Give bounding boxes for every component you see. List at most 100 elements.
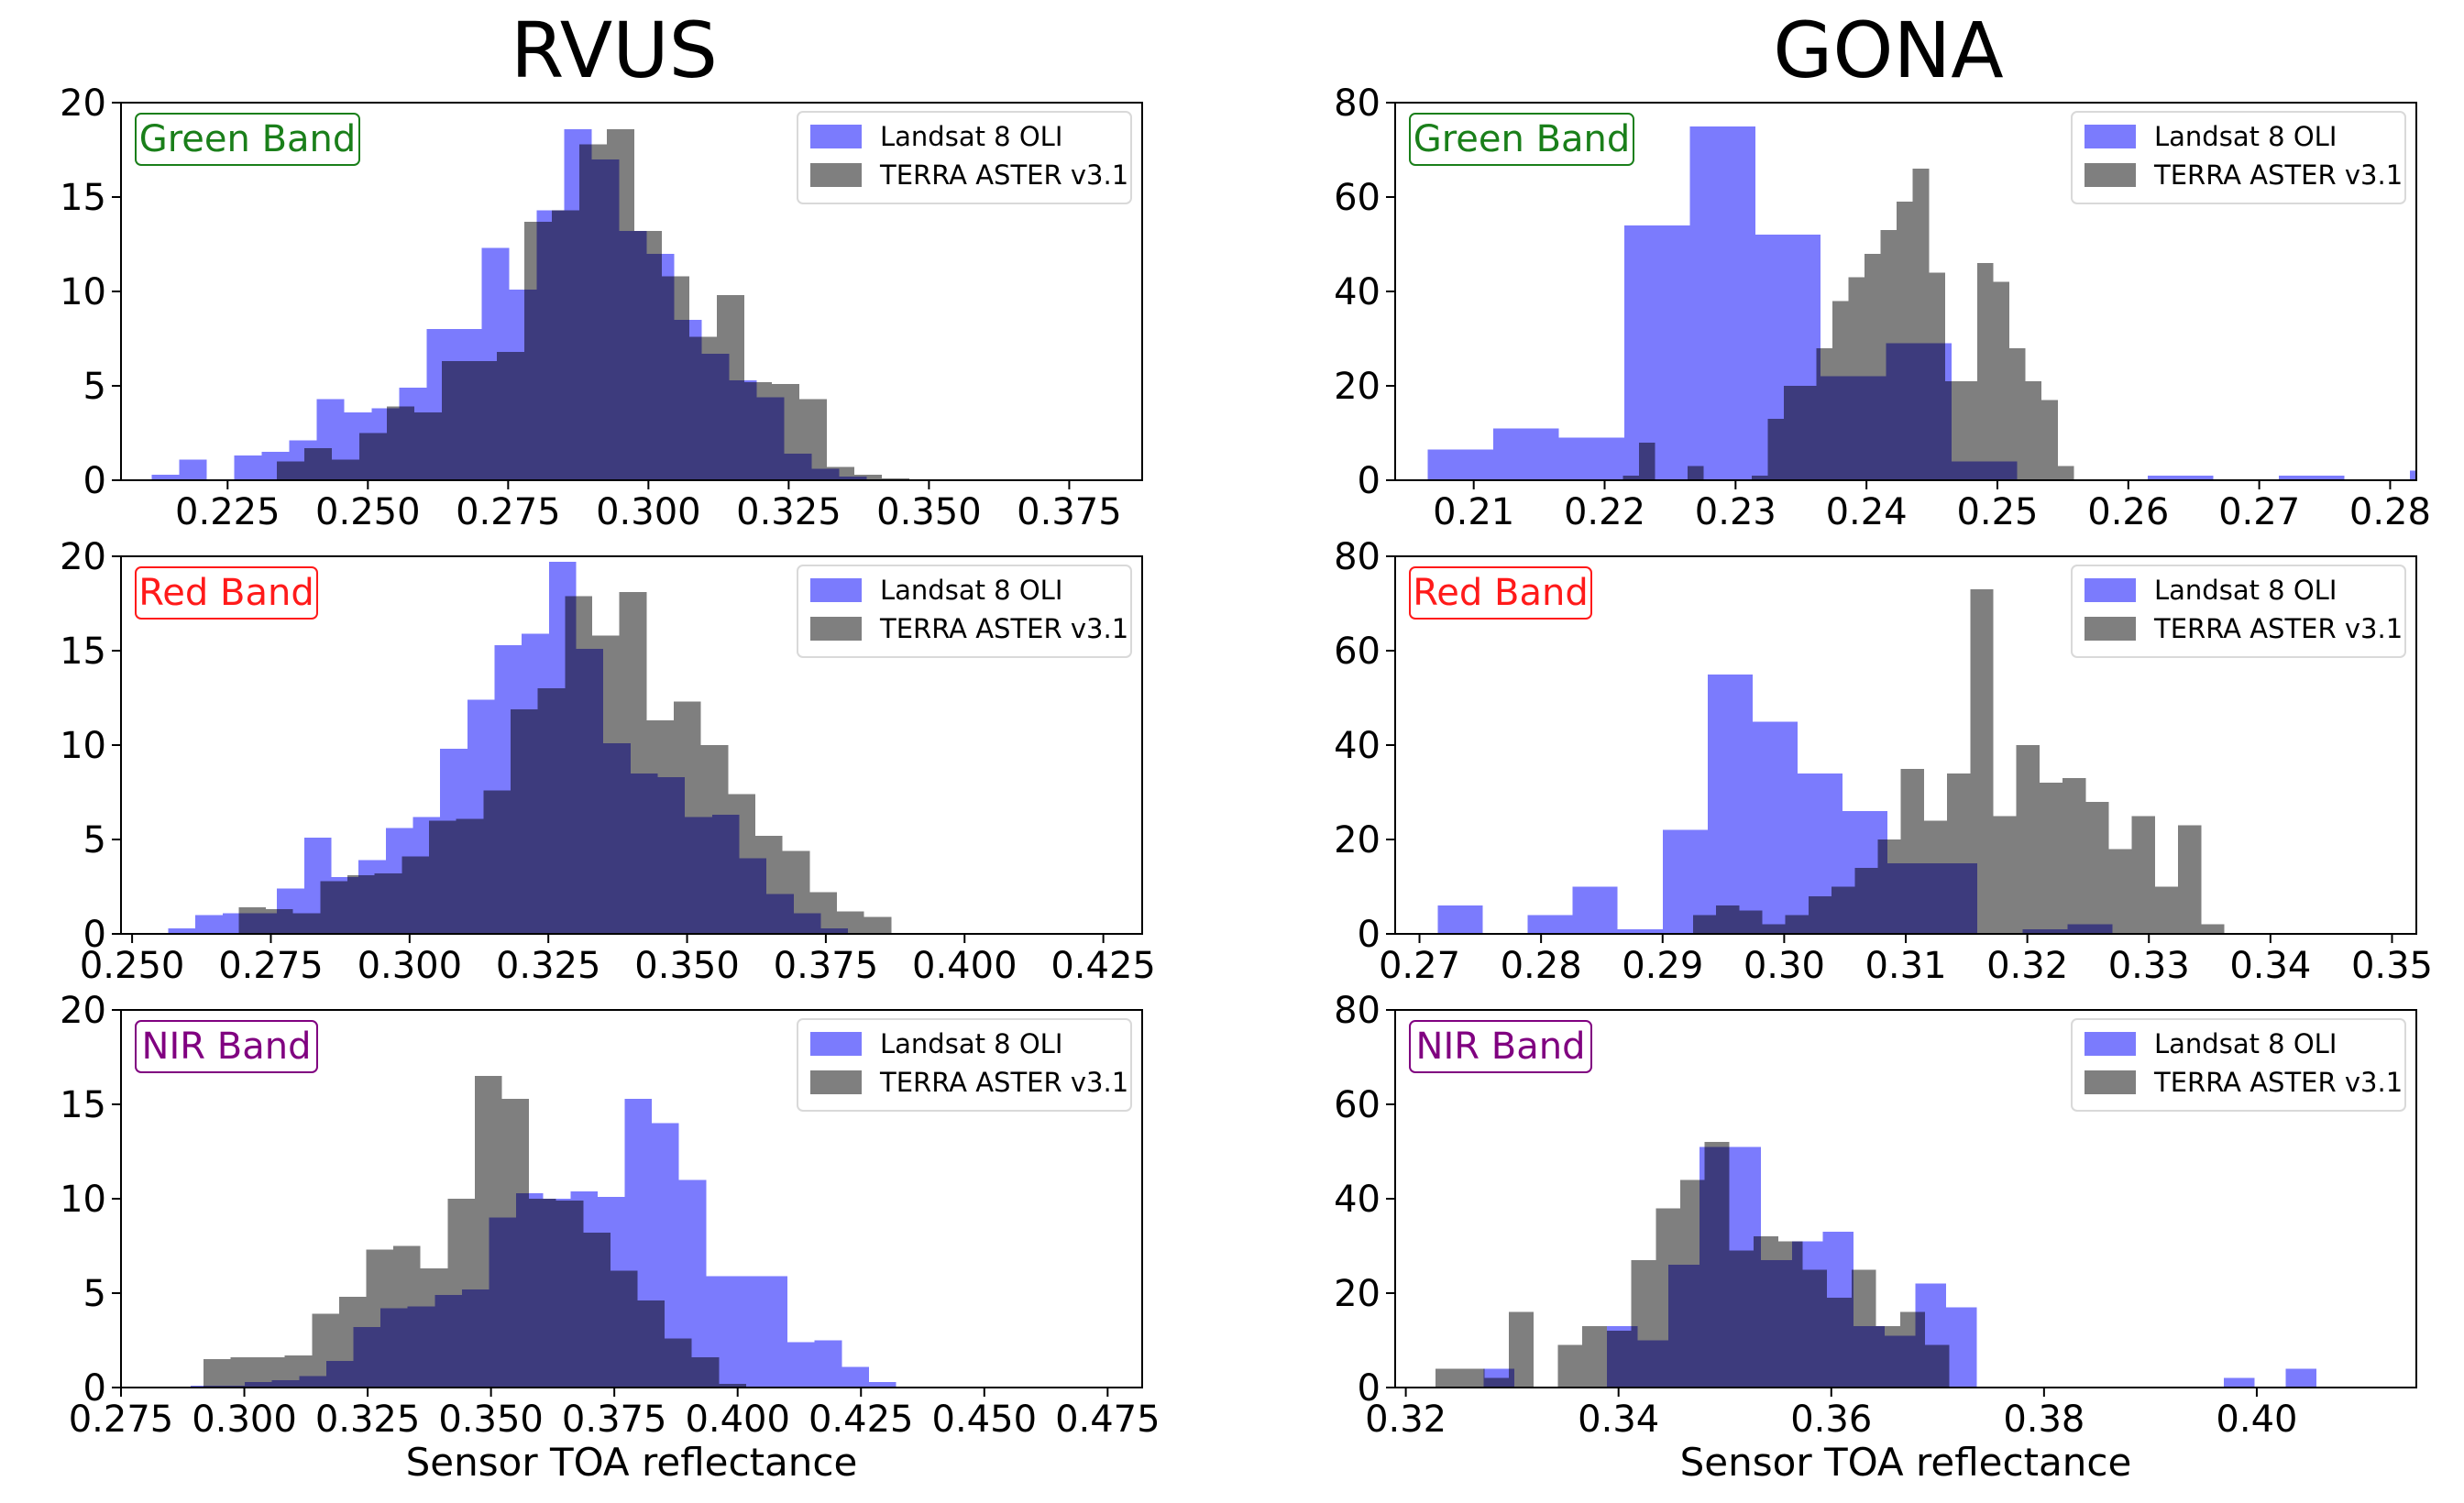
- chart-rvus-nir-band-overlap-bar: [353, 1327, 367, 1388]
- chart-rvus-nir-band: 0 5 10 15 20 0.275 0.300 0.325 0.350 0.375 0.400 0.…: [60, 990, 1160, 1485]
- chart-gona-red-band-overlap-bar: [1692, 915, 1708, 934]
- chart-rvus-red-band-overlap-bar: [809, 913, 821, 934]
- chart-rvus-nir-band-legend: [797, 1018, 1132, 1112]
- chart-rvus-nir-band-overlap-bar: [258, 1381, 272, 1388]
- chart-gona-red-band-overlap-bar: [2085, 924, 2109, 934]
- chart-gona-nir-band-aster-bar: [1582, 1326, 1607, 1388]
- chart-gona-green-band-bars: [1427, 126, 2416, 480]
- chart-gona-green-band-ytick-label: 40: [1334, 271, 1380, 313]
- chart-rvus-red-band-xtick-label: 0.400: [912, 945, 1018, 987]
- chart-rvus-red-band-overlap-bar: [657, 777, 675, 934]
- chart-rvus-red-band-overlap-bar: [755, 858, 767, 934]
- chart-rvus-green-band-overlap-bar: [579, 144, 592, 480]
- chart-rvus-red-band-overlap-bar: [374, 873, 386, 934]
- chart-rvus-green-band-xtick-label: 0.225: [175, 491, 280, 533]
- chart-rvus-red-band-overlap-bar: [837, 927, 849, 934]
- chart-gona-nir-band-overlap-bar: [1854, 1326, 1876, 1388]
- chart-gona-green-band-aster-bar: [1961, 380, 1977, 480]
- chart-rvus-nir-band-ytick-label: 10: [60, 1179, 106, 1221]
- chart-gona-nir-band-landsat-bar: [1946, 1307, 1977, 1388]
- chart-gona-green-band-overlap-bar: [1799, 386, 1817, 480]
- chart-gona-green-band-ytick-label: 0: [1358, 460, 1380, 502]
- chart-rvus-green-band-overlap-bar: [359, 433, 372, 480]
- chart-gona-nir-band-overlap-bar: [1924, 1344, 1947, 1388]
- chart-rvus-red-band-band-label: Red Band: [138, 572, 314, 614]
- chart-rvus-green-band-overlap-bar: [756, 397, 773, 480]
- chart-rvus-red-band-legend-swatch: [810, 617, 862, 641]
- chart-rvus-nir-band-xtick-label: 0.425: [808, 1399, 914, 1441]
- chart-rvus-green-band-overlap-bar: [619, 231, 635, 480]
- chart-rvus-green-band-legend-swatch: [810, 163, 862, 187]
- chart-rvus-red-band-overlap-bar: [358, 875, 375, 934]
- chart-rvus-red-band-ytick-label: 5: [83, 819, 106, 861]
- chart-rvus-red-band-overlap-bar: [494, 790, 512, 934]
- chart-rvus-green-band-overlap-bar: [839, 476, 854, 480]
- chart-gona-nir-band-legend-label: TERRA ASTER v3.1: [2153, 1067, 2403, 1098]
- chart-gona-green-band-overlap-bar: [1880, 376, 1886, 480]
- chart-gona-red-band-band-label: Red Band: [1413, 572, 1588, 614]
- chart-gona-green-band-overlap-bar: [1639, 442, 1656, 480]
- chart-rvus-green-band-overlap-bar: [674, 319, 690, 480]
- chart-gona-green-band-overlap-bar: [1687, 466, 1690, 480]
- chart-rvus-green-band-legend: [797, 111, 1132, 204]
- chart-rvus-nir-band-overlap-bar: [447, 1295, 462, 1388]
- chart-rvus-green-band-overlap-bar: [536, 221, 553, 480]
- chart-rvus-green-band-aster-bar: [881, 477, 909, 480]
- chart-gona-green-band-overlap-bar: [1820, 376, 1832, 480]
- chart-gona-green-band-aster-bar: [1976, 263, 1994, 480]
- chart-rvus-red-band-landsat-bar: [168, 927, 196, 934]
- chart-gona-red-band-overlap-bar: [1932, 862, 1948, 934]
- chart-rvus-green-band: 0 5 10 15 20 0.225 0.250 0.275 0.300 0.325 0.350 0.…: [60, 82, 1143, 533]
- chart-rvus-green-band-landsat-bar: [151, 474, 180, 480]
- chart-gona-red-band-overlap-bar: [1716, 905, 1740, 934]
- chart-gona-green-band-aster-bar: [2041, 400, 2058, 480]
- chart-gona-nir-band-overlap-bar: [1754, 1236, 1762, 1388]
- chart-gona-nir-band-overlap-bar: [1851, 1269, 1854, 1388]
- chart-gona-nir-band-overlap-bar: [1827, 1298, 1852, 1388]
- chart-gona-green-band-overlap-bar: [1622, 475, 1624, 480]
- chart-gona-red-band-overlap-bar: [1854, 867, 1878, 934]
- chart-gona-red-band-aster-bar: [2131, 816, 2155, 934]
- chart-gona-green-band-aster-bar: [2057, 466, 2074, 480]
- chart-rvus-red-band-overlap-bar: [522, 708, 538, 934]
- chart-rvus-red-band-overlap-bar: [820, 927, 838, 934]
- chart-rvus-nir-band-overlap-bar: [637, 1300, 653, 1388]
- chart-gona-red-band-aster-bar: [2085, 801, 2109, 934]
- chart-gona-green-band-overlap-bar: [1929, 343, 1945, 480]
- chart-rvus-green-band-overlap-bar: [772, 397, 785, 480]
- chart-gona-green-band-overlap-bar: [1754, 475, 1768, 480]
- chart-gona-red-band-aster-bar: [1993, 816, 2017, 934]
- chart-rvus-green-band-xtick-label: 0.375: [1017, 491, 1122, 533]
- chart-gona-green-band-xtick-label: 0.21: [1433, 491, 1514, 533]
- chart-rvus-red-band-overlap-bar: [440, 820, 456, 934]
- chart-gona-green-band-xtick-label: 0.24: [1826, 491, 1908, 533]
- chart-rvus-red-band-overlap-bar: [793, 913, 810, 934]
- chart-rvus-nir-band-landsat-bar: [868, 1381, 896, 1388]
- chart-rvus-red-band-overlap-bar: [685, 817, 701, 934]
- chart-gona-nir-band-xtick-label: 0.40: [2216, 1399, 2297, 1441]
- chart-rvus-green-band-overlap-bar: [277, 461, 290, 480]
- chart-gona-red-band-overlap-bar: [1877, 839, 1888, 934]
- chart-gona-green-band-legend-swatch: [2084, 163, 2136, 187]
- chart-rvus-green-band-band-label: Green Band: [139, 118, 357, 160]
- chart-rvus-nir-band-overlap-bar: [678, 1338, 692, 1388]
- chart-gona-red-band-xtick-label: 0.31: [1864, 945, 1946, 987]
- chart-rvus-nir-band-overlap-bar: [366, 1327, 381, 1388]
- chart-gona-red-band-legend-swatch: [2084, 617, 2136, 641]
- chart-rvus-red-band-ytick-label: 10: [60, 725, 106, 767]
- chart-gona-green-band-overlap-bar: [1689, 466, 1704, 480]
- chart-gona-red-band-legend-swatch: [2084, 578, 2136, 602]
- chart-gona-green-band-overlap-bar: [1784, 386, 1800, 480]
- chart-gona-red-band-landsat-bar: [1617, 928, 1663, 934]
- chart-gona-nir-band-overlap-bar: [1509, 1368, 1514, 1388]
- chart-rvus-nir-band-xtick-label: 0.475: [1055, 1399, 1160, 1441]
- chart-gona-green-band-overlap-bar: [2009, 461, 2018, 480]
- chart-gona-green-band-landsat-bar: [1689, 126, 1755, 480]
- chart-gona-nir-band-overlap-bar: [1656, 1340, 1669, 1388]
- chart-gona-green-band-legend-label: Landsat 8 OLI: [2154, 121, 2337, 152]
- chart-rvus-green-band-overlap-bar: [289, 461, 305, 480]
- chart-gona-nir-band-overlap-bar: [1822, 1269, 1828, 1388]
- chart-rvus-green-band-overlap-bar: [646, 253, 663, 480]
- chart-rvus-green-band-overlap-bar: [414, 411, 427, 480]
